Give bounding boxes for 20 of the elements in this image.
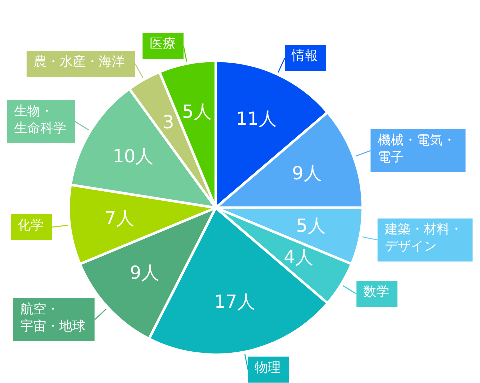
slice-label: 情報 <box>291 49 318 64</box>
slice-label: 生物・生命科学 <box>14 104 66 136</box>
data-label: 17人 <box>214 292 256 314</box>
data-label: 9人 <box>130 262 160 284</box>
data-label: 4人 <box>284 248 314 269</box>
slice-label: 航空・宇宙・地球 <box>20 302 86 334</box>
slice-label: 機械・電気・電子 <box>378 133 456 166</box>
data-label: 10人 <box>112 146 154 168</box>
slice-label: 化学 <box>18 218 44 234</box>
slice-label: 医療 <box>150 37 176 52</box>
data-label: 3 <box>162 112 174 134</box>
slice-label: 物理 <box>255 360 282 376</box>
data-label: 7人 <box>104 208 134 230</box>
data-label: 9人 <box>292 163 322 184</box>
slice-label: 数学 <box>364 285 390 300</box>
slice-label: 建築・材料・デザイン <box>384 222 463 255</box>
data-label: 11人 <box>236 108 278 130</box>
slice-label: 農・水産・海洋 <box>34 54 125 70</box>
data-label: 5人 <box>182 102 212 123</box>
data-label: 5人 <box>296 216 326 237</box>
